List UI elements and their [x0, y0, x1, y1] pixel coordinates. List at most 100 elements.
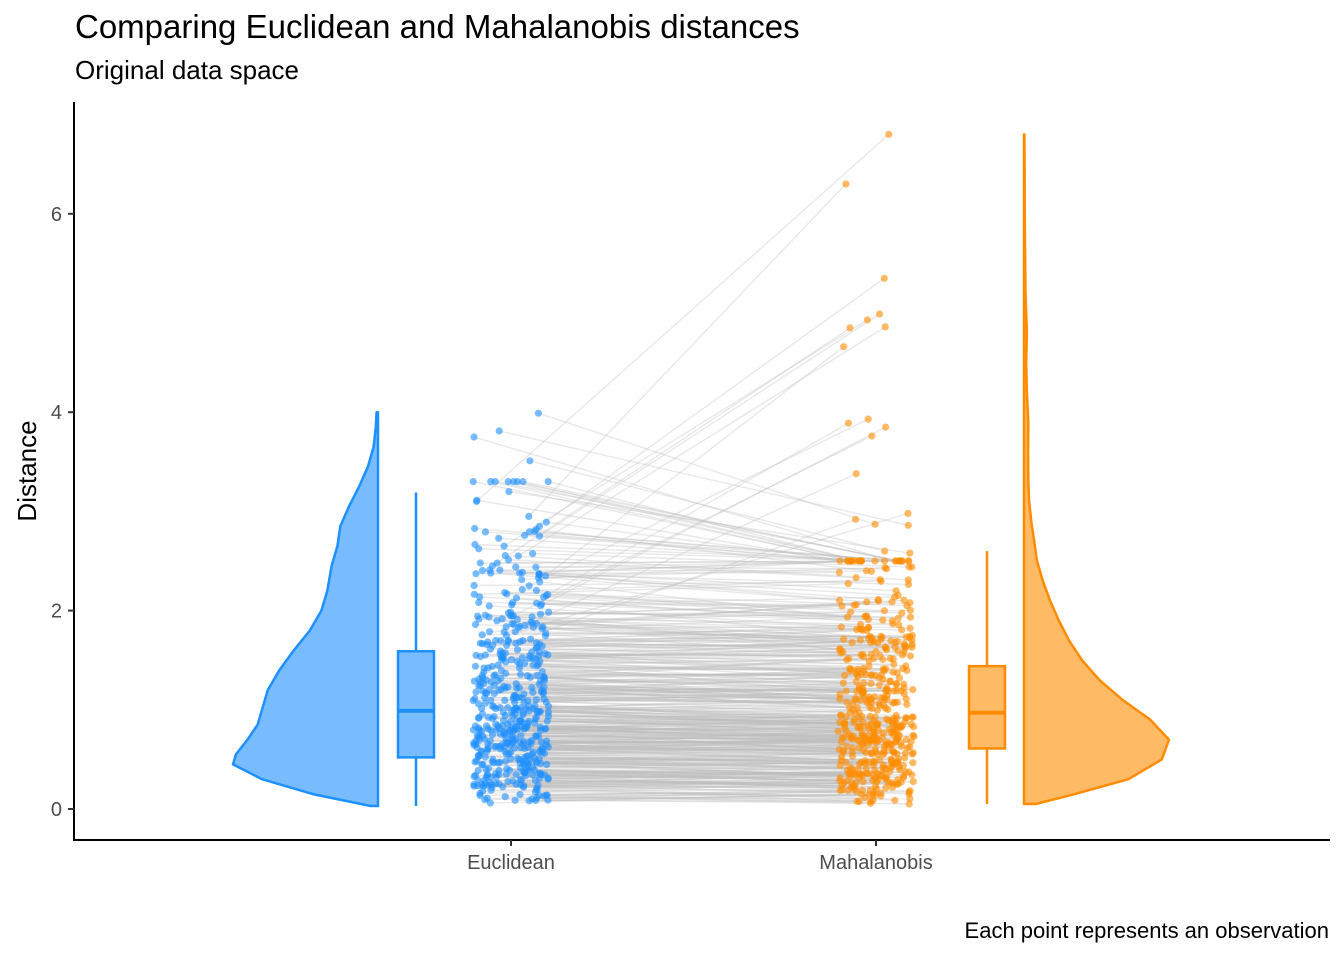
pair-link-line [545, 727, 865, 742]
pair-link-line [545, 728, 873, 731]
pair-link-line [488, 767, 840, 782]
euclidean-point [504, 478, 512, 486]
mahalanobis-point [896, 766, 904, 774]
pair-link-line [489, 781, 855, 787]
mahalanobis-point [881, 323, 889, 331]
euclidean-point [532, 732, 540, 740]
pair-link-line [508, 559, 857, 579]
euclidean-point [536, 610, 545, 618]
euclidean-box [396, 650, 436, 759]
pair-link-line [476, 133, 890, 503]
pair-link-line [523, 741, 892, 746]
pair-link-line [542, 645, 905, 647]
euclidean-point [542, 592, 550, 600]
euclidean-point [476, 791, 484, 800]
pair-link-line [535, 653, 863, 660]
pair-link-line [510, 716, 847, 723]
pair-link-line [522, 588, 893, 622]
euclidean-point [528, 736, 536, 745]
pair-link-line [542, 747, 889, 754]
mahalanobis-point [842, 687, 850, 695]
pair-link-line [522, 697, 847, 703]
pair-link-line [506, 512, 909, 637]
pair-link-line [505, 796, 858, 803]
pair-link-line [473, 742, 853, 753]
euclidean-point [513, 646, 522, 654]
mahalanobis-point [880, 274, 888, 282]
pair-link-line [520, 779, 853, 788]
pair-link-line [505, 672, 876, 677]
pair-link-line [525, 726, 897, 743]
mahalanobis-point [895, 621, 903, 629]
pair-link-line [519, 687, 875, 698]
pair-link-line [536, 665, 908, 672]
mahalanobis-point [862, 612, 871, 620]
pair-link-line [532, 794, 874, 800]
euclidean-point [522, 752, 531, 761]
euclidean-point [529, 704, 537, 713]
euclidean-point [504, 777, 512, 786]
pair-link-line [512, 435, 873, 617]
pair-link-line [537, 789, 865, 799]
mahalanobis-point [864, 624, 872, 632]
euclidean-point [471, 722, 480, 730]
mahalanobis-point [889, 655, 897, 663]
pair-link-line [545, 627, 869, 637]
mahalanobis-point [906, 606, 915, 614]
mahalanobis-point [902, 735, 911, 744]
mahalanobis-point [836, 695, 844, 703]
pair-link-line [527, 672, 898, 677]
mahalanobis-point [908, 750, 916, 758]
pair-link-line [521, 779, 844, 784]
euclidean-point [527, 635, 535, 643]
mahalanobis-point [894, 755, 903, 763]
mahalanobis-point [910, 733, 918, 741]
pair-link-line [526, 695, 864, 710]
y-axis-title: Distance [12, 420, 42, 521]
euclidean-point [485, 613, 493, 621]
mahalanobis-point [856, 636, 865, 644]
mahalanobis-point [885, 130, 893, 138]
y-tick-label: 6 [51, 204, 62, 226]
pair-link-line [547, 654, 881, 657]
pair-link-line [539, 574, 899, 597]
pair-link-line [548, 772, 849, 779]
pair-link-line [473, 777, 886, 786]
euclidean-point [535, 532, 544, 540]
pair-link-line [490, 735, 851, 742]
euclidean-point [492, 726, 501, 734]
pair-link-line [474, 580, 882, 587]
mahalanobis-point [840, 635, 848, 643]
pair-link-line [522, 650, 876, 659]
euclidean-point [475, 598, 483, 607]
euclidean-point [480, 664, 488, 672]
pair-link-line [510, 729, 894, 735]
mahalanobis-point [882, 715, 891, 723]
pair-link-line [534, 705, 871, 718]
mahalanobis-point [840, 343, 848, 351]
mahalanobis-point [846, 665, 854, 673]
pair-link-line [507, 669, 885, 688]
pair-link-line [514, 726, 900, 731]
mahalanobis-point [891, 796, 899, 804]
euclidean-point [483, 747, 491, 755]
pair-link-line [492, 705, 854, 711]
euclidean-point [519, 478, 527, 486]
pair-link-line [542, 747, 897, 755]
pair-link-line [533, 751, 880, 761]
pair-link-line [483, 781, 888, 787]
euclidean-point [537, 602, 545, 610]
mahalanobis-point [881, 547, 889, 555]
pair-link-line [538, 789, 863, 796]
mahalanobis-point [871, 745, 879, 753]
mahalanobis-point [900, 596, 908, 604]
mahalanobis-point [889, 726, 897, 734]
pair-link-line [522, 770, 864, 783]
euclidean-point [529, 748, 537, 756]
pair-link-line [494, 675, 858, 687]
mahalanobis-point [873, 751, 882, 759]
euclidean-point [475, 545, 483, 553]
mahalanobis-point [852, 515, 860, 523]
pair-link-line [538, 655, 870, 662]
pair-link-line [538, 735, 896, 743]
